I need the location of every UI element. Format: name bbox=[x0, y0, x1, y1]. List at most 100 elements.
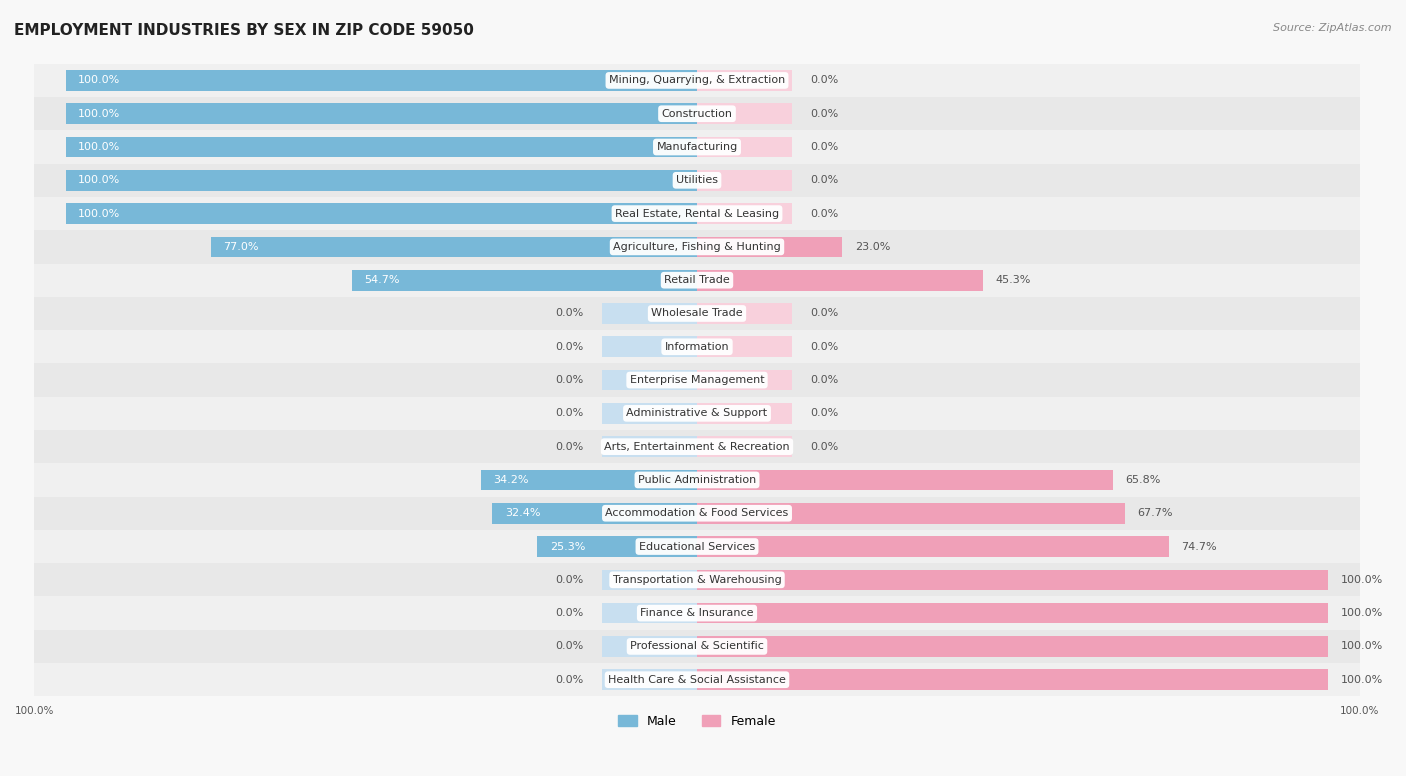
Text: 0.0%: 0.0% bbox=[811, 175, 839, 185]
Text: 100.0%: 100.0% bbox=[79, 109, 121, 119]
Bar bbox=[602, 536, 697, 557]
Text: 100.0%: 100.0% bbox=[1341, 674, 1384, 684]
Bar bbox=[602, 670, 697, 690]
Bar bbox=[34, 164, 1360, 197]
Bar bbox=[697, 403, 792, 424]
Text: 0.0%: 0.0% bbox=[811, 142, 839, 152]
Bar bbox=[697, 337, 792, 357]
Bar bbox=[697, 270, 983, 290]
Text: 0.0%: 0.0% bbox=[811, 442, 839, 452]
Bar bbox=[602, 170, 697, 191]
Text: 0.0%: 0.0% bbox=[555, 642, 583, 651]
Bar bbox=[697, 303, 792, 324]
Bar bbox=[602, 503, 697, 524]
Text: 0.0%: 0.0% bbox=[555, 375, 583, 385]
Legend: Male, Female: Male, Female bbox=[613, 710, 780, 733]
Bar bbox=[697, 70, 792, 91]
Bar bbox=[697, 237, 792, 257]
Bar bbox=[697, 237, 842, 257]
Bar bbox=[697, 603, 792, 623]
Bar bbox=[66, 70, 697, 91]
Bar bbox=[34, 264, 1360, 297]
Text: 0.0%: 0.0% bbox=[555, 408, 583, 418]
Text: 0.0%: 0.0% bbox=[811, 375, 839, 385]
Bar bbox=[66, 203, 697, 224]
Bar bbox=[697, 603, 1329, 623]
Bar bbox=[34, 463, 1360, 497]
Bar bbox=[34, 230, 1360, 264]
Bar bbox=[602, 237, 697, 257]
Bar bbox=[34, 330, 1360, 363]
Text: 0.0%: 0.0% bbox=[555, 442, 583, 452]
Text: 45.3%: 45.3% bbox=[995, 275, 1031, 286]
Bar bbox=[697, 536, 1168, 557]
Bar bbox=[697, 203, 792, 224]
Bar bbox=[602, 603, 697, 623]
Bar bbox=[537, 536, 697, 557]
Bar bbox=[697, 570, 792, 590]
Bar bbox=[352, 270, 697, 290]
Bar bbox=[602, 403, 697, 424]
Text: Wholesale Trade: Wholesale Trade bbox=[651, 309, 742, 318]
Bar bbox=[697, 469, 1112, 490]
Bar bbox=[34, 130, 1360, 164]
Bar bbox=[602, 337, 697, 357]
Text: 0.0%: 0.0% bbox=[811, 109, 839, 119]
Bar bbox=[34, 497, 1360, 530]
Text: Health Care & Social Assistance: Health Care & Social Assistance bbox=[607, 674, 786, 684]
Bar bbox=[697, 436, 792, 457]
Bar bbox=[34, 397, 1360, 430]
Bar bbox=[602, 137, 697, 158]
Bar bbox=[602, 636, 697, 656]
Bar bbox=[602, 570, 697, 590]
Bar bbox=[211, 237, 697, 257]
Bar bbox=[34, 630, 1360, 663]
Text: 100.0%: 100.0% bbox=[79, 75, 121, 85]
Text: Enterprise Management: Enterprise Management bbox=[630, 375, 765, 385]
Bar bbox=[602, 469, 697, 490]
Text: Mining, Quarrying, & Extraction: Mining, Quarrying, & Extraction bbox=[609, 75, 785, 85]
Text: Public Administration: Public Administration bbox=[638, 475, 756, 485]
Text: 100.0%: 100.0% bbox=[1341, 642, 1384, 651]
Text: Educational Services: Educational Services bbox=[638, 542, 755, 552]
Bar bbox=[602, 70, 697, 91]
Text: Administrative & Support: Administrative & Support bbox=[627, 408, 768, 418]
Bar bbox=[697, 536, 792, 557]
Text: 100.0%: 100.0% bbox=[1340, 706, 1379, 716]
Bar bbox=[697, 636, 792, 656]
Bar bbox=[602, 303, 697, 324]
Text: 34.2%: 34.2% bbox=[494, 475, 529, 485]
Text: Construction: Construction bbox=[661, 109, 733, 119]
Text: Source: ZipAtlas.com: Source: ZipAtlas.com bbox=[1274, 23, 1392, 33]
Bar bbox=[697, 503, 792, 524]
Bar bbox=[602, 203, 697, 224]
Text: 0.0%: 0.0% bbox=[811, 75, 839, 85]
Text: Arts, Entertainment & Recreation: Arts, Entertainment & Recreation bbox=[605, 442, 790, 452]
Bar bbox=[34, 530, 1360, 563]
Text: 0.0%: 0.0% bbox=[555, 309, 583, 318]
Text: EMPLOYMENT INDUSTRIES BY SEX IN ZIP CODE 59050: EMPLOYMENT INDUSTRIES BY SEX IN ZIP CODE… bbox=[14, 23, 474, 38]
Text: 77.0%: 77.0% bbox=[224, 242, 259, 252]
Bar bbox=[481, 469, 697, 490]
Text: Information: Information bbox=[665, 341, 730, 352]
Bar bbox=[697, 503, 1125, 524]
Bar bbox=[34, 597, 1360, 630]
Bar bbox=[697, 369, 792, 390]
Text: 67.7%: 67.7% bbox=[1137, 508, 1173, 518]
Bar bbox=[602, 369, 697, 390]
Text: 100.0%: 100.0% bbox=[79, 142, 121, 152]
Bar bbox=[66, 170, 697, 191]
Bar bbox=[492, 503, 697, 524]
Text: 54.7%: 54.7% bbox=[364, 275, 399, 286]
Bar bbox=[697, 137, 792, 158]
Text: 0.0%: 0.0% bbox=[555, 341, 583, 352]
Bar bbox=[697, 570, 1329, 590]
Bar bbox=[697, 170, 792, 191]
Text: Agriculture, Fishing & Hunting: Agriculture, Fishing & Hunting bbox=[613, 242, 780, 252]
Bar bbox=[697, 636, 1329, 656]
Text: 0.0%: 0.0% bbox=[555, 608, 583, 618]
Text: 0.0%: 0.0% bbox=[811, 341, 839, 352]
Bar bbox=[66, 103, 697, 124]
Bar bbox=[697, 670, 792, 690]
Text: 0.0%: 0.0% bbox=[811, 309, 839, 318]
